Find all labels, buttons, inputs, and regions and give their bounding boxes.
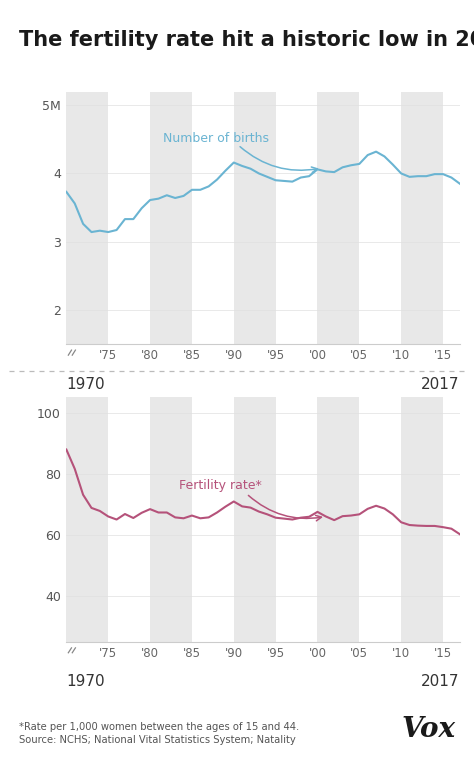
Bar: [234, 92, 275, 344]
Text: 2017: 2017: [421, 377, 460, 392]
Bar: [150, 92, 192, 344]
Bar: [234, 397, 275, 642]
Text: 1970: 1970: [66, 377, 105, 392]
Text: 1970: 1970: [66, 674, 105, 688]
Bar: [401, 92, 443, 344]
Text: Source: NCHS; National Vital Statistics System; Natality: Source: NCHS; National Vital Statistics …: [19, 735, 296, 745]
Text: *Rate per 1,000 women between the ages of 15 and 44.: *Rate per 1,000 women between the ages o…: [19, 722, 299, 732]
Text: Vox: Vox: [401, 716, 455, 743]
Bar: [401, 397, 443, 642]
Text: Number of births: Number of births: [163, 131, 269, 144]
Text: Fertility rate*: Fertility rate*: [179, 479, 262, 493]
Bar: [66, 397, 108, 642]
Bar: [318, 92, 359, 344]
Bar: [318, 397, 359, 642]
Text: 2017: 2017: [421, 674, 460, 688]
Bar: [150, 397, 192, 642]
Text: The fertility rate hit a historic low in 2017: The fertility rate hit a historic low in…: [19, 30, 474, 50]
Bar: [66, 92, 108, 344]
